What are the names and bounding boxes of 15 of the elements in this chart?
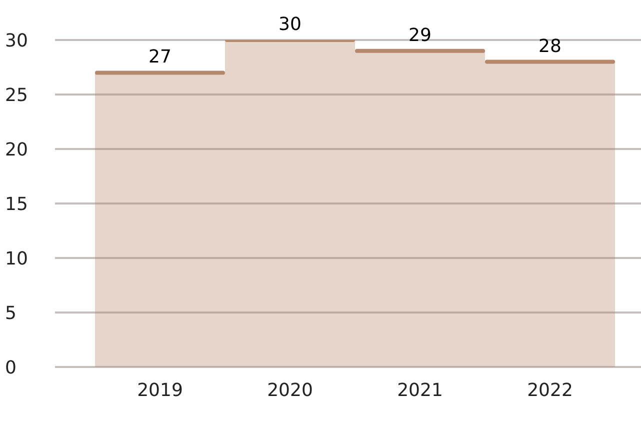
y-tick-label: 0 <box>5 357 16 378</box>
x-tick-label: 2021 <box>397 380 443 401</box>
y-tick-label: 25 <box>5 84 28 106</box>
y-tick-label: 10 <box>5 248 28 270</box>
y-tick-label: 15 <box>5 194 28 215</box>
x-tick-label: 2020 <box>267 380 313 401</box>
data-label: 30 <box>278 14 302 35</box>
data-label: 28 <box>538 36 562 57</box>
data-label: 27 <box>148 46 172 68</box>
x-tick-label: 2019 <box>137 380 183 401</box>
y-tick-label: 20 <box>5 139 28 160</box>
y-tick-label: 30 <box>5 30 28 52</box>
data-label: 29 <box>408 24 432 46</box>
y-tick-label: 5 <box>5 302 16 324</box>
x-tick-label: 2022 <box>527 380 573 401</box>
